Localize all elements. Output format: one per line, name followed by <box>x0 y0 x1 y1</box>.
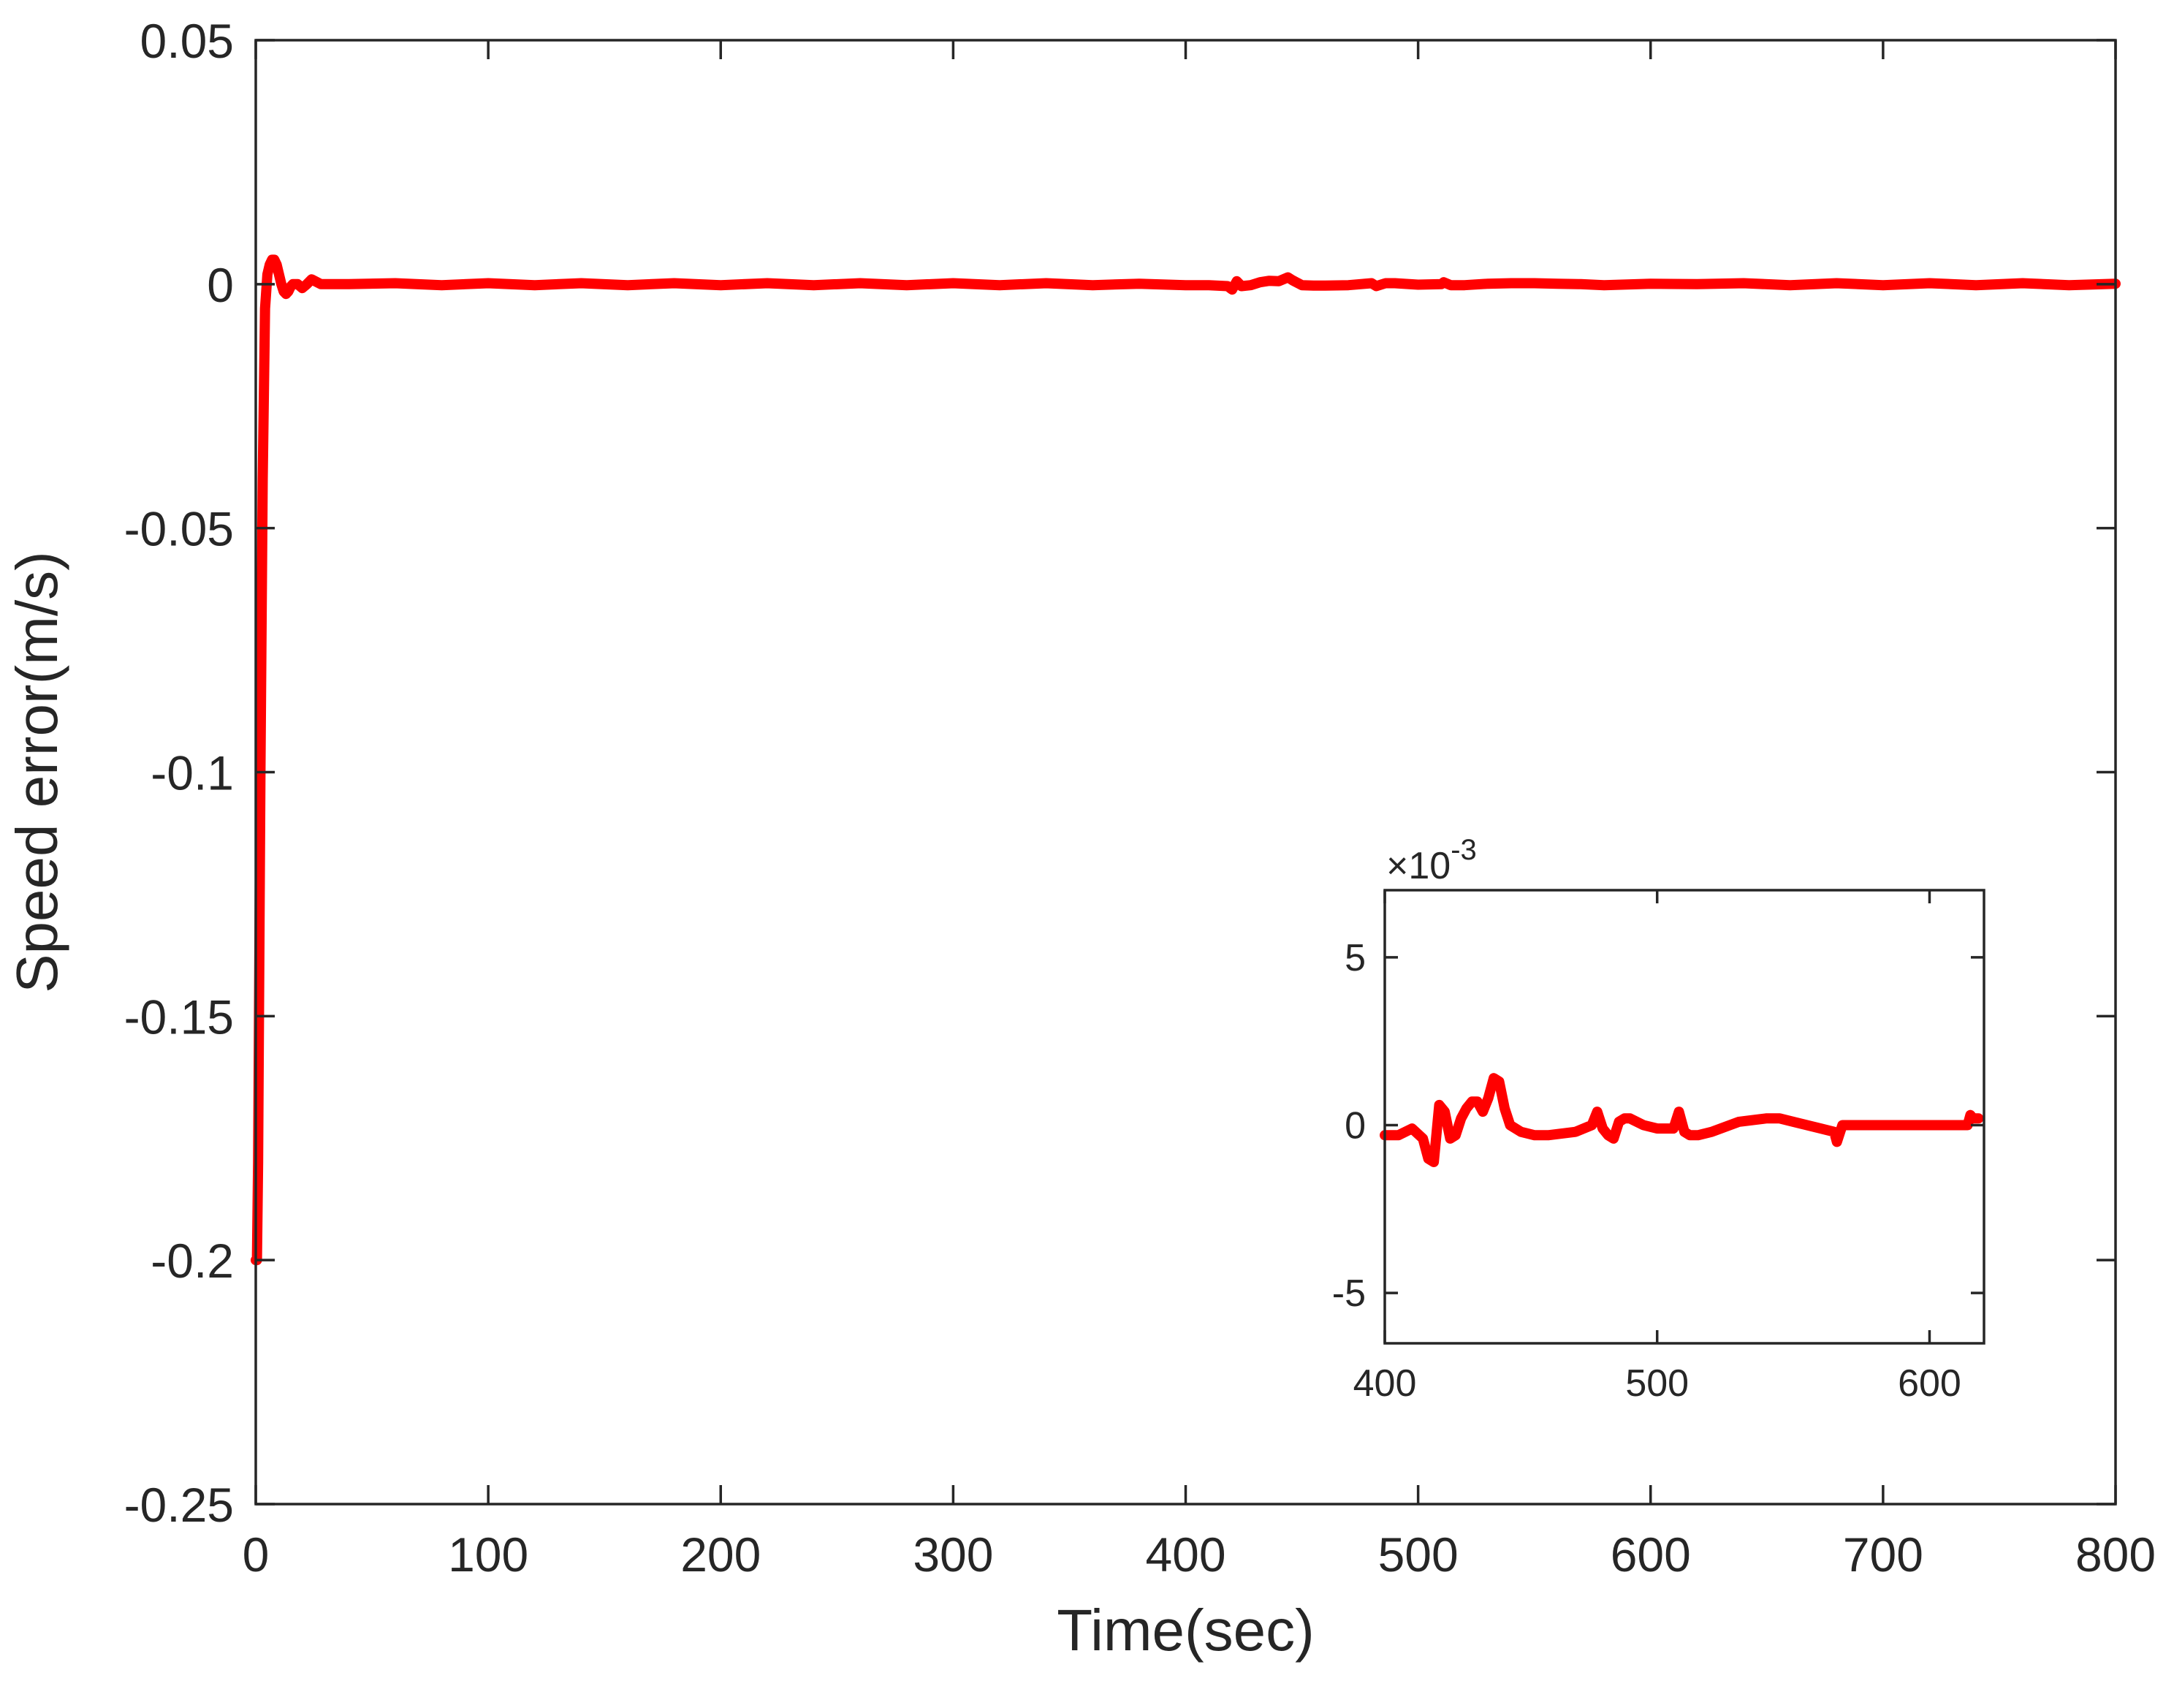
main-x-tick-label: 800 <box>2075 1527 2156 1582</box>
inset-y-exponent-power: -3 <box>1451 834 1477 866</box>
inset-axes: 400 500 600 -5 0 5 ×10-3 <box>1332 834 1985 1405</box>
y-axis-title: Speed error(m/s) <box>4 551 69 993</box>
inset-y-tick-label: 5 <box>1345 937 1366 979</box>
inset-x-tick-label: 500 <box>1625 1362 1689 1405</box>
main-y-tick-label: -0.15 <box>124 990 234 1044</box>
main-x-tick-label: 700 <box>1843 1527 1923 1582</box>
main-axes: 0 100 200 300 400 500 600 700 800-0.25-0.2-0.15-… <box>4 14 2156 1663</box>
main-y-tick-label: 0 <box>207 258 234 312</box>
inset-y-tick-label: -5 <box>1332 1272 1366 1315</box>
main-x-tick-label: 300 <box>913 1527 993 1582</box>
inset-series-line <box>1380 1073 1984 1167</box>
main-y-tick-label: -0.25 <box>124 1478 234 1532</box>
inset-axes-frame <box>1383 889 1985 1345</box>
inset-y-exponent-label: ×10-3 <box>1386 834 1477 887</box>
x-axis-title: Time(sec) <box>1057 1598 1315 1663</box>
main-y-tick-label: -0.05 <box>124 502 234 556</box>
inset-y-exponent-base: ×10 <box>1386 845 1451 887</box>
main-x-tick-label: 500 <box>1378 1527 1459 1582</box>
main-x-tick-label: 400 <box>1145 1527 1225 1582</box>
main-y-tick-label: 0.05 <box>140 14 234 68</box>
main-x-tick-label: 600 <box>1611 1527 1691 1582</box>
main-series-line <box>251 254 2121 1266</box>
inset-x-tick-label: 600 <box>1898 1362 1961 1405</box>
main-y-tick-label: -0.2 <box>151 1234 234 1288</box>
main-y-tick-label: -0.1 <box>151 746 234 800</box>
inset-x-tick-label: 400 <box>1353 1362 1417 1405</box>
main-x-tick-label: 100 <box>448 1527 528 1582</box>
main-x-tick-label: 0 <box>243 1527 270 1582</box>
inset-y-tick-label: 0 <box>1345 1104 1366 1147</box>
main-x-tick-label: 200 <box>680 1527 761 1582</box>
